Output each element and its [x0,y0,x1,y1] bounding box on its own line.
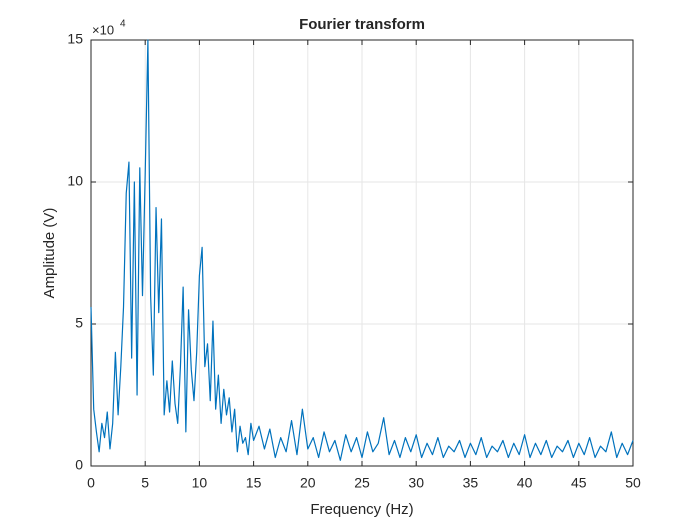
y-tick-label: 0 [75,457,83,473]
x-tick-label: 45 [571,475,587,491]
x-tick-label: 35 [463,475,479,491]
y-tick-label: 5 [75,315,83,331]
data-line [90,39,634,461]
x-axis-label: Frequency (Hz) [310,501,413,518]
y-tick-label: 10 [67,173,83,189]
chart-title: Fourier transform [299,16,425,33]
x-tick-label: 25 [354,475,370,491]
x-tick-label: 0 [87,475,95,491]
plot-box [90,39,634,467]
y-multiplier: ×10 [92,22,114,37]
x-tick-label: 30 [408,475,424,491]
x-tick-label: 20 [300,475,316,491]
x-tick-label: 40 [517,475,533,491]
x-tick-label: 50 [625,475,641,491]
y-tick-label: 15 [67,31,83,47]
x-tick-label: 5 [141,475,149,491]
y-multiplier-exponent: 4 [120,19,126,30]
x-tick-label: 15 [246,475,262,491]
y-axis-label: Amplitude (V) [41,208,58,299]
x-tick-label: 10 [192,475,208,491]
